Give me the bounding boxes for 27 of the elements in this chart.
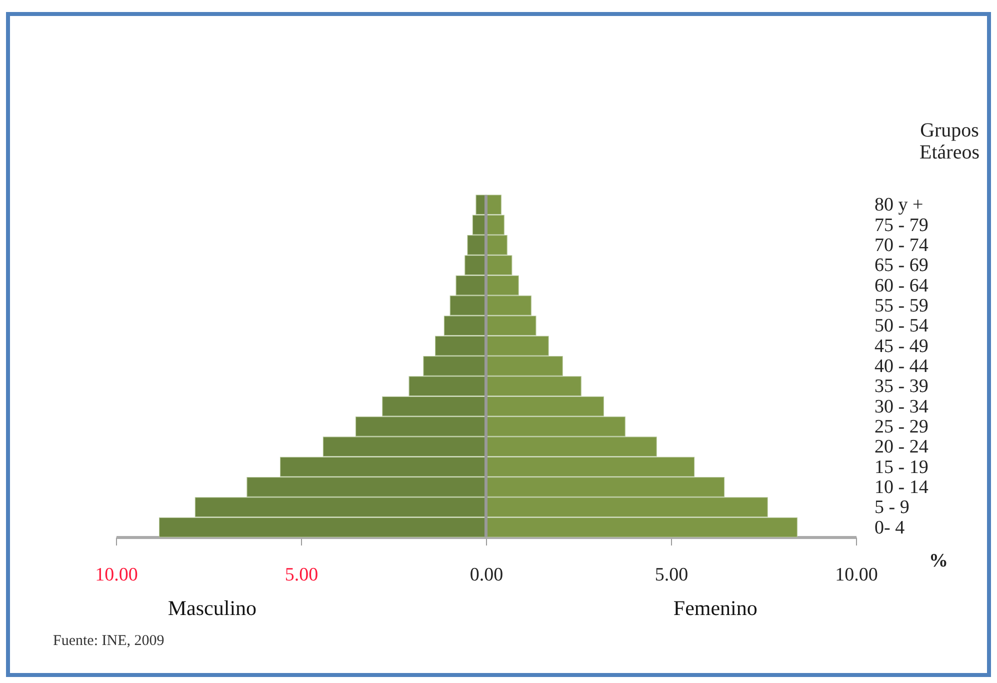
y-tick-label: 40 - 44 — [874, 356, 929, 377]
y-tick-label: 20 - 24 — [874, 436, 929, 458]
x-tick-label: 5.00 — [284, 564, 318, 586]
y-tick-label: 65 - 69 — [874, 255, 928, 276]
y-tick-label: 55 - 59 — [874, 296, 928, 317]
y-tick-label: 45 - 49 — [874, 336, 928, 357]
x-tick-label: 5.00 — [654, 564, 688, 586]
y-tick-label: 80 y + — [874, 194, 924, 216]
source-note: Fuente: INE, 2009 — [53, 633, 164, 649]
y-tick-label: 75 - 79 — [874, 214, 928, 236]
text: Masculino — [168, 596, 257, 620]
x-axis-title: % — [929, 550, 948, 572]
y-tick-label: 60 - 64 — [874, 275, 929, 296]
y-tick-label: 0- 4 — [874, 517, 906, 538]
x-tick-label: 10.00 — [835, 564, 878, 586]
x-tick-label: 10.00 — [95, 564, 138, 586]
y-tick-label: 25 - 29 — [874, 416, 928, 438]
y-tick-label: 50 - 54 — [874, 316, 929, 337]
x-tick-label: 0.00 — [470, 564, 504, 586]
y-tick-label: 5 - 9 — [874, 497, 910, 518]
text: Femenino — [673, 596, 758, 620]
y-tick-label: 15 - 19 — [874, 456, 928, 478]
y-tick-label: 10 - 14 — [874, 476, 929, 498]
y-axis-title: Grupos Etáreos — [920, 120, 980, 164]
y-tick-label: 30 - 34 — [874, 396, 929, 418]
y-tick-label: 70 - 74 — [874, 235, 929, 256]
y-tick-label: 35 - 39 — [874, 376, 928, 398]
